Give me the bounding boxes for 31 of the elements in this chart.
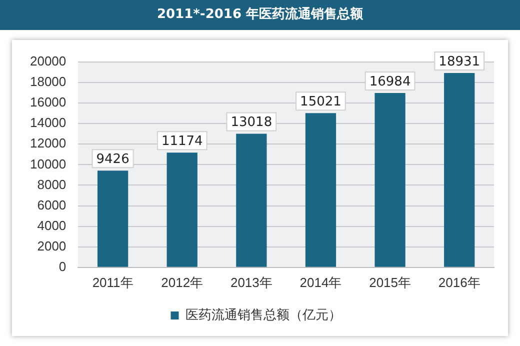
y-tick-label: 8000 (37, 176, 66, 192)
y-tick-label: 14000 (30, 115, 66, 130)
x-tick-label: 2011年 (92, 274, 134, 290)
data-label: 18931 (438, 54, 480, 70)
y-tick-label: 4000 (37, 218, 66, 233)
x-tick-label: 2014年 (300, 274, 342, 290)
y-tick-label: 12000 (30, 136, 66, 151)
data-label: 16984 (369, 74, 411, 90)
bar (374, 92, 406, 267)
bar (97, 170, 128, 267)
data-label: 15021 (300, 94, 342, 110)
y-tick-label: 0 (58, 258, 66, 274)
bar (236, 134, 267, 267)
y-tick-label: 18000 (30, 74, 66, 90)
bar (305, 113, 336, 267)
x-tick-label: 2015年 (369, 274, 411, 290)
x-tick-label: 2013年 (230, 274, 272, 290)
y-tick-label: 10000 (30, 156, 66, 172)
legend-label: 医药流通销售总额（亿元） (185, 306, 342, 323)
bar (444, 72, 475, 267)
bar (166, 152, 198, 267)
data-label: 11174 (161, 134, 203, 150)
y-tick-label: 2000 (37, 238, 66, 254)
y-tick-label: 16000 (30, 94, 66, 110)
x-tick-label: 2012年 (161, 274, 204, 290)
data-label: 13018 (230, 115, 272, 130)
data-label: 9426 (96, 152, 130, 167)
y-tick-label: 20000 (30, 54, 66, 69)
y-tick-label: 6000 (37, 197, 66, 212)
chart-title: 2011*-2016 年医药流通销售总额 (0, 0, 520, 30)
x-tick-label: 2016年 (438, 274, 480, 290)
